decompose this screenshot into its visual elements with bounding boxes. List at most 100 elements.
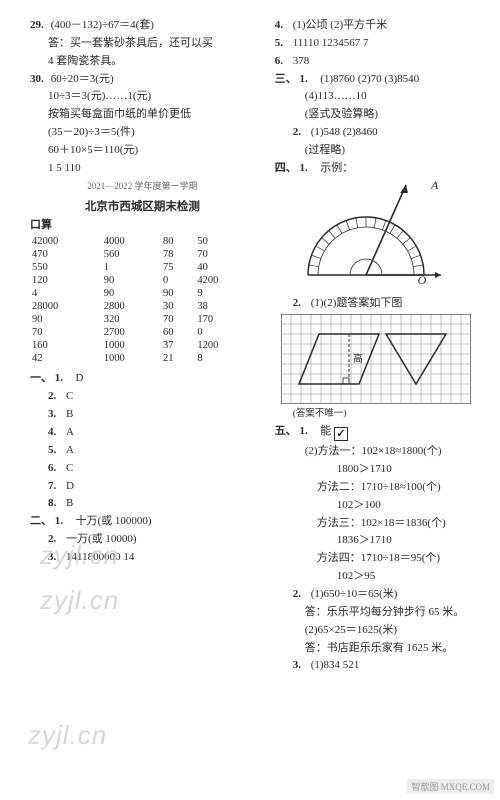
kousuan-cell: 78 bbox=[161, 248, 195, 261]
kousuan-cell: 550 bbox=[30, 261, 102, 274]
sec1-label: 一、 bbox=[30, 372, 52, 384]
kousuan-cell: 9 bbox=[195, 287, 254, 300]
right-column: 4.(1)公顷 (2)平方千米 5.11110 1234567 7 6.378 … bbox=[275, 18, 478, 676]
sec5-m1b: 1800＞1710 bbox=[275, 462, 478, 477]
kousuan-cell: 4000 bbox=[102, 235, 161, 248]
kousuan-cell: 42 bbox=[30, 352, 102, 365]
sec3: 三、 1. (1)8760 (2)70 (3)8540 bbox=[275, 72, 478, 87]
sec1-2: 2.C bbox=[30, 389, 255, 404]
watermark-3: zyjl.cn bbox=[28, 720, 107, 751]
q30-l6: 1 5 110 bbox=[30, 161, 255, 176]
q30-l4: (35－20)÷3＝5(件) bbox=[30, 125, 255, 140]
sec5-2b: 答：乐乐平均每分钟步行 65 米。 bbox=[275, 605, 478, 620]
check-icon: ✓ bbox=[334, 427, 348, 441]
footer-watermark: 智歆图 MXQE.COM bbox=[407, 779, 494, 794]
kousuan-cell: 4200 bbox=[195, 274, 254, 287]
kousuan-cell: 70 bbox=[30, 326, 102, 339]
sec5-2a: 2.(1)650÷10＝65(米) bbox=[275, 587, 478, 602]
kousuan-cell: 90 bbox=[102, 287, 161, 300]
kousuan-label: 口算 bbox=[30, 218, 255, 233]
page: 29. (400－132)÷67＝4(套) 答：买一套紫砂茶具后，还可以买 4 … bbox=[0, 0, 500, 694]
q30-l1: 60÷20＝3(元) bbox=[51, 73, 114, 85]
sec1-1v: D bbox=[76, 372, 84, 384]
sec1-4: 4.A bbox=[30, 425, 255, 440]
kousuan-cell: 37 bbox=[161, 339, 195, 352]
sec3-2b: (过程略) bbox=[275, 143, 478, 158]
kousuan-table: 4200040008050470560787055017540120900420… bbox=[30, 235, 255, 365]
left-column: 29. (400－132)÷67＝4(套) 答：买一套紫砂茶具后，还可以买 4 … bbox=[30, 18, 255, 676]
kousuan-cell: 170 bbox=[195, 313, 254, 326]
q30-num: 30. bbox=[30, 72, 48, 87]
sec5-m2b: 102＞100 bbox=[275, 498, 478, 513]
kousuan-cell: 560 bbox=[102, 248, 161, 261]
sec5-2c: (2)65×25＝1625(米) bbox=[275, 623, 478, 638]
sec2: 二、 1. 十万(或 100000) bbox=[30, 514, 255, 529]
q29-ans2: 4 套陶瓷茶具。 bbox=[30, 54, 255, 69]
kousuan-cell: 1 bbox=[102, 261, 161, 274]
sec1-7: 7.D bbox=[30, 479, 255, 494]
sec3-1c: (竖式及验算略) bbox=[275, 107, 478, 122]
kousuan-cell: 60 bbox=[161, 326, 195, 339]
kousuan-cell: 70 bbox=[161, 313, 195, 326]
kousuan-cell: 1000 bbox=[102, 352, 161, 365]
kousuan-cell: 160 bbox=[30, 339, 102, 352]
kousuan-cell: 90 bbox=[30, 313, 102, 326]
sec5: 五、 1. 能 ✓ bbox=[275, 424, 478, 441]
grid-svg: 高 bbox=[281, 314, 471, 404]
kousuan-cell: 8 bbox=[195, 352, 254, 365]
kousuan-cell: 0 bbox=[195, 326, 254, 339]
kousuan-cell: 0 bbox=[161, 274, 195, 287]
r-6: 6.378 bbox=[275, 54, 478, 69]
sec5-m3b: 1836＞1710 bbox=[275, 533, 478, 548]
sec5-m4b: 102＞95 bbox=[275, 569, 478, 584]
sec5-m2a: 方法二：1710÷18≈100(个) bbox=[275, 480, 478, 495]
sec5-m4a: 方法四：1710÷18＝95(个) bbox=[275, 551, 478, 566]
sec5-3: 3.(1)834 521 bbox=[275, 658, 478, 673]
sec2-label: 二、 bbox=[30, 515, 52, 527]
sec1-5: 5.A bbox=[30, 443, 255, 458]
kousuan-cell: 80 bbox=[161, 235, 195, 248]
height-label: 高 bbox=[353, 352, 363, 365]
sec2-3: 3.1411800000 14 bbox=[30, 550, 255, 565]
kousuan-cell: 1000 bbox=[102, 339, 161, 352]
kousuan-cell: 1200 bbox=[195, 339, 254, 352]
kousuan-cell: 21 bbox=[161, 352, 195, 365]
sec4-2: 2.(1)(2)题答案如下图 bbox=[275, 296, 478, 311]
kousuan-cell: 4 bbox=[30, 287, 102, 300]
protractor-svg bbox=[296, 180, 456, 290]
sec5-m1a: (2)方法一：102×18≈1800(个) bbox=[275, 444, 478, 459]
kousuan-cell: 42000 bbox=[30, 235, 102, 248]
q29: 29. (400－132)÷67＝4(套) bbox=[30, 18, 255, 33]
kousuan-cell: 40 bbox=[195, 261, 254, 274]
kousuan-cell: 2700 bbox=[102, 326, 161, 339]
q30-l2: 10÷3＝3(元)……1(元) bbox=[30, 89, 255, 104]
exam-sub: 2021—2022 学年度第一学期 bbox=[30, 179, 255, 192]
sec4: 四、 1. 示例： bbox=[275, 161, 478, 176]
kousuan-cell: 38 bbox=[195, 300, 254, 313]
q29-calc: (400－132)÷67＝4(套) bbox=[51, 19, 154, 31]
q30: 30. 60÷20＝3(元) bbox=[30, 72, 255, 87]
sec1-8: 8.B bbox=[30, 496, 255, 511]
grid-figure: 高 bbox=[281, 314, 471, 404]
kousuan-cell: 30 bbox=[161, 300, 195, 313]
sec1-6: 6.C bbox=[30, 461, 255, 476]
sec3-1b: (4)113……10 bbox=[275, 89, 478, 104]
kousuan-cell: 470 bbox=[30, 248, 102, 261]
q30-l3: 按箱买每盒面巾纸的单价更低 bbox=[30, 107, 255, 122]
kousuan-cell: 120 bbox=[30, 274, 102, 287]
protractor-figure: A O bbox=[296, 180, 456, 290]
kousuan-cell: 70 bbox=[195, 248, 254, 261]
sec5-2d: 答：书店距乐乐家有 1625 米。 bbox=[275, 641, 478, 656]
sec1-1n: 1. bbox=[55, 371, 73, 386]
q29-num: 29. bbox=[30, 18, 48, 33]
kousuan-cell: 90 bbox=[102, 274, 161, 287]
sec4-note: (答案不唯一) bbox=[275, 408, 478, 421]
q30-l5: 60＋10×5＝110(元) bbox=[30, 143, 255, 158]
kousuan-cell: 320 bbox=[102, 313, 161, 326]
kousuan-cell: 50 bbox=[195, 235, 254, 248]
kousuan-cell: 75 bbox=[161, 261, 195, 274]
sec1: 一、 1. D bbox=[30, 371, 255, 386]
sec5-m3a: 方法三：102×18＝1836(个) bbox=[275, 516, 478, 531]
sec1-3: 3.B bbox=[30, 407, 255, 422]
q29-ans1: 答：买一套紫砂茶具后，还可以买 bbox=[30, 36, 255, 51]
